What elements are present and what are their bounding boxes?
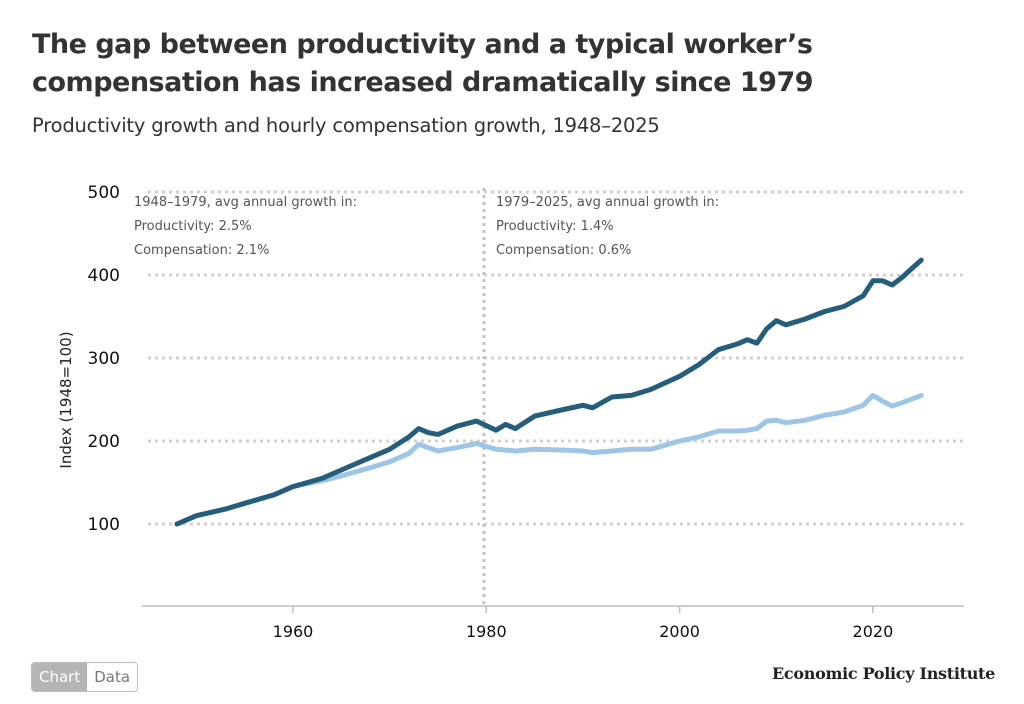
annotation-line: 1948–1979, avg annual growth in: xyxy=(134,195,357,210)
x-tick-label: 2020 xyxy=(853,622,894,641)
y-tick-label: 100 xyxy=(88,515,120,535)
epi-logo: Economic Policy Institute xyxy=(772,664,995,683)
chart-tab[interactable]: Chart xyxy=(32,663,88,691)
x-tick-label: 1980 xyxy=(466,622,507,641)
annotation-line: Productivity: 2.5% xyxy=(134,219,252,234)
annotation-line: Productivity: 1.4% xyxy=(496,219,614,234)
series-line-productivity xyxy=(174,257,924,527)
y-tick-label: 500 xyxy=(88,183,120,203)
chart-title: The gap between productivity and a typic… xyxy=(32,29,814,98)
x-tick-label: 2000 xyxy=(659,622,700,641)
annotations: 1948–1979, avg annual growth in: Producti… xyxy=(134,195,719,258)
series-line-compensation xyxy=(174,392,924,527)
y-tick-label: 300 xyxy=(88,349,120,369)
chart-subtitle: Productivity growth and hourly compensat… xyxy=(32,114,660,137)
y-axis-label: Index (1948=100) xyxy=(57,331,75,468)
annotation-line: Compensation: 0.6% xyxy=(496,243,631,258)
x-axis: 1960 1980 2000 2020 xyxy=(142,605,964,641)
y-axis-ticks: 100 200 300 400 500 xyxy=(88,183,120,535)
data-tab[interactable]: Data xyxy=(87,663,138,691)
x-tick-label: 1960 xyxy=(273,622,314,641)
series-lines xyxy=(174,257,924,527)
view-toggle[interactable]: Chart Data xyxy=(31,662,139,692)
y-tick-label: 200 xyxy=(88,432,120,452)
annotation-line: 1979–2025, avg annual growth in: xyxy=(496,195,719,210)
gridlines xyxy=(148,190,964,526)
y-tick-label: 400 xyxy=(88,266,120,286)
annotation-line: Compensation: 2.1% xyxy=(134,243,269,258)
